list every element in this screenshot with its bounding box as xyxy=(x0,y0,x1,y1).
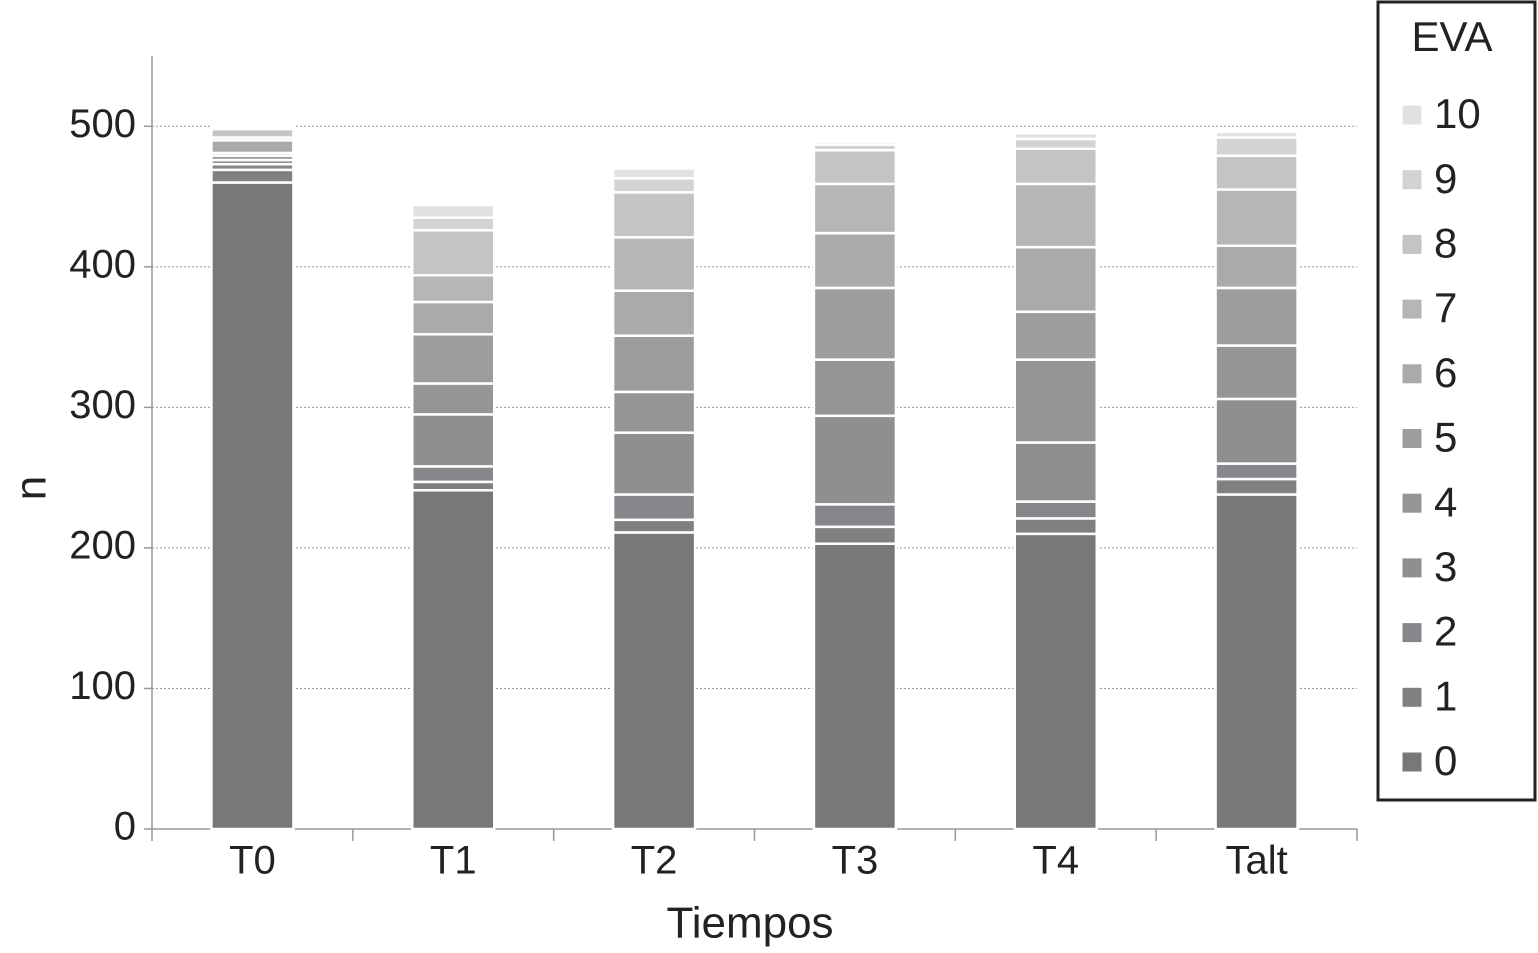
bar-segment xyxy=(411,274,496,304)
legend-swatch xyxy=(1401,557,1423,579)
bar-segment xyxy=(812,231,898,290)
bar-segment xyxy=(210,125,295,129)
bar-segment xyxy=(611,531,697,831)
legend-title: EVA xyxy=(1412,13,1493,60)
legend-label: 2 xyxy=(1434,608,1457,655)
bar-segment xyxy=(1214,188,1299,247)
bar-segment xyxy=(611,236,697,292)
bar-segment xyxy=(1013,245,1098,314)
bar-segment xyxy=(411,465,496,484)
bar-segment xyxy=(1013,147,1098,186)
x-tick-label: T2 xyxy=(631,839,678,883)
bar-segment xyxy=(611,431,697,496)
bar-segment xyxy=(1214,130,1299,139)
bar-segment xyxy=(812,358,898,418)
legend-swatch xyxy=(1401,363,1423,385)
bar-segment xyxy=(1013,310,1098,361)
x-tick-label: T3 xyxy=(832,839,879,883)
x-tick-label: T1 xyxy=(430,839,477,883)
bar-segment xyxy=(611,334,697,394)
bar-segment xyxy=(1214,477,1299,496)
bar-segment xyxy=(411,333,496,385)
y-axis-title: n xyxy=(7,476,56,500)
legend-swatch xyxy=(1401,169,1423,191)
legend-swatch xyxy=(1401,104,1423,126)
x-axis-title: Tiempos xyxy=(666,899,833,948)
bar-segment xyxy=(210,139,295,155)
bar-segment xyxy=(411,203,496,219)
bar-segment xyxy=(210,168,295,184)
bar-segment xyxy=(1013,441,1098,503)
legend-swatch xyxy=(1401,751,1423,773)
bar-segment xyxy=(1013,182,1098,249)
bar-segment xyxy=(611,390,697,434)
bar-segment xyxy=(812,525,898,545)
x-tick-label: T0 xyxy=(229,839,276,883)
bar-segment xyxy=(411,216,496,232)
bar-segment xyxy=(411,489,496,831)
y-tick-label: 100 xyxy=(69,664,136,708)
y-tick-label: 500 xyxy=(69,102,136,146)
legend-box xyxy=(1376,0,1537,802)
legend-label: 9 xyxy=(1434,155,1457,202)
bar-segment xyxy=(1013,532,1098,831)
legend-swatch xyxy=(1401,492,1423,514)
bar-segment xyxy=(1214,493,1299,831)
bar-segment xyxy=(1214,154,1299,191)
bar-segment xyxy=(611,177,697,194)
bar-segment xyxy=(411,300,496,336)
bar-segment xyxy=(1214,397,1299,465)
legend-label: 8 xyxy=(1434,219,1457,266)
y-tick-label: 0 xyxy=(114,805,136,849)
bar-segment xyxy=(1214,136,1299,158)
bar-segment xyxy=(812,503,898,529)
legend-swatch xyxy=(1401,428,1423,449)
legend-swatch xyxy=(1401,298,1423,320)
bar-segment xyxy=(1013,358,1098,444)
bar-segment xyxy=(1214,286,1299,347)
bar-segment xyxy=(812,414,898,506)
bar-segment xyxy=(1214,344,1299,401)
bar-segment xyxy=(611,289,697,337)
legend-label: 4 xyxy=(1434,478,1457,525)
bar-segment xyxy=(1013,517,1098,536)
bar-segment xyxy=(1013,137,1098,151)
bar-segment xyxy=(1013,132,1098,141)
bar-segment xyxy=(411,229,496,277)
legend-swatch xyxy=(1401,686,1423,708)
bar-segment xyxy=(611,493,697,522)
bar-segment xyxy=(411,413,496,468)
bar-segment xyxy=(210,181,295,831)
bar-segment xyxy=(411,480,496,492)
legend-label: 10 xyxy=(1434,90,1481,137)
x-tick-label: Talt xyxy=(1225,839,1287,883)
y-tick-label: 400 xyxy=(69,242,136,286)
bar-segment xyxy=(611,518,697,534)
legend-label: 1 xyxy=(1434,672,1457,719)
y-tick-label: 200 xyxy=(69,523,136,567)
bar-segment xyxy=(812,140,898,146)
bar-segment xyxy=(812,542,898,831)
legend-label: 5 xyxy=(1434,414,1457,461)
bar-segment xyxy=(812,148,898,186)
bar-segment xyxy=(1214,462,1299,481)
legend-swatch xyxy=(1401,233,1423,255)
bar-segment xyxy=(210,127,295,139)
bar-segment xyxy=(812,182,898,235)
bar-segment xyxy=(812,286,898,361)
bar-segment xyxy=(1013,500,1098,520)
legend-label: 6 xyxy=(1434,349,1457,396)
legend-label: 0 xyxy=(1434,737,1457,784)
x-tick-label: T4 xyxy=(1032,839,1079,883)
bar-segment xyxy=(611,191,697,239)
bar-segment xyxy=(411,382,496,416)
bar-segment xyxy=(611,167,697,180)
legend-swatch xyxy=(1401,622,1423,644)
legend-label: 7 xyxy=(1434,284,1457,331)
y-tick-label: 300 xyxy=(69,383,136,427)
bar-segment xyxy=(1214,244,1299,290)
legend-label: 3 xyxy=(1434,543,1457,590)
